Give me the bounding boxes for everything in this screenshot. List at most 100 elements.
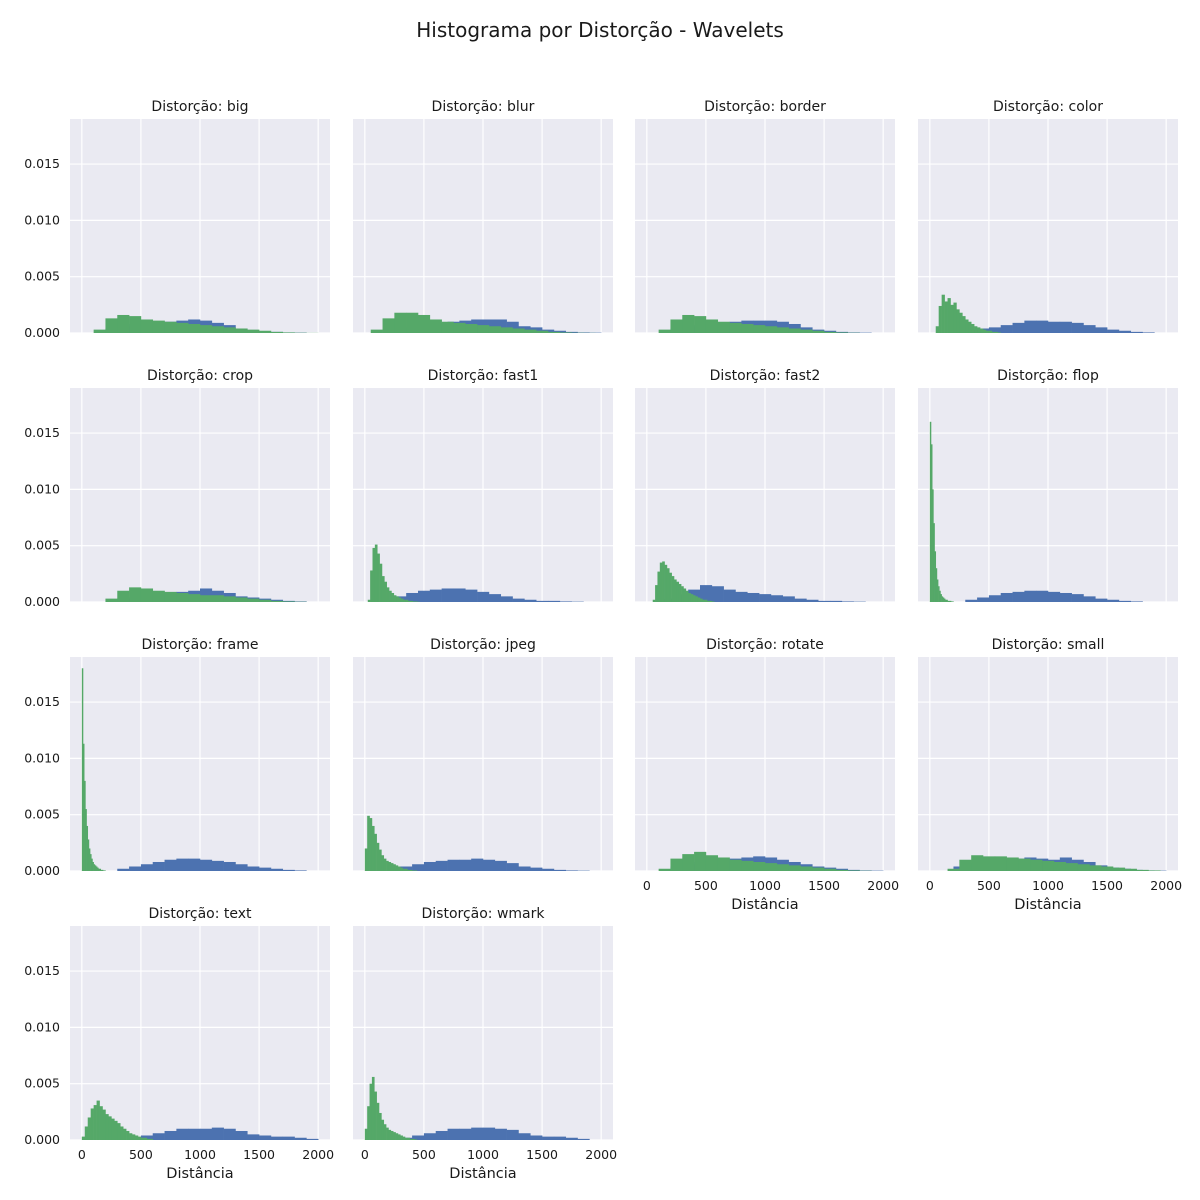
histogram-bar-green — [705, 855, 719, 871]
histogram-bar-green — [536, 330, 549, 333]
histogram-bar-green — [96, 866, 98, 871]
x-axis-label: Distância — [1014, 897, 1081, 913]
histogram-bar-green — [235, 328, 248, 333]
histogram-bar-green — [936, 579, 939, 602]
histogram-bar-green — [123, 1128, 127, 1140]
histogram-bar-green — [247, 598, 260, 602]
histogram-bar-green — [164, 321, 177, 333]
histogram-bar-green — [369, 1083, 373, 1140]
histogram-bar-green — [705, 319, 719, 333]
histogram-bar-green — [99, 1106, 103, 1140]
histogram-bar-blue — [412, 864, 425, 871]
histogram-bar-green — [674, 579, 677, 602]
histogram-bar-blue — [441, 588, 454, 602]
histogram-bar-green — [259, 330, 272, 333]
histogram-bar-green — [87, 1117, 91, 1140]
x-tick-label: 1000 — [184, 1147, 216, 1162]
histogram-bar-blue — [270, 1136, 284, 1140]
histogram-bar-green — [140, 588, 154, 602]
histogram-bar-green — [96, 1100, 100, 1140]
histogram-bar-green — [812, 330, 825, 333]
histogram-bar-green — [835, 332, 849, 333]
histogram-bar-blue — [1142, 332, 1155, 333]
histogram-bar-blue — [423, 861, 437, 871]
subplot-6: Distorção: fast2 — [635, 368, 895, 603]
x-tick-label: 1000 — [1032, 878, 1064, 893]
histogram-bar-green — [1006, 857, 1019, 871]
histogram-bar-green — [655, 585, 658, 602]
histogram-bar-green — [200, 595, 213, 602]
histogram-bar-green — [98, 868, 100, 871]
histogram-bar-green — [409, 869, 413, 871]
histogram-bar-green — [800, 329, 813, 333]
histogram-bar-green — [402, 868, 406, 871]
series-green — [658, 314, 860, 333]
histogram-bar-green — [367, 815, 370, 871]
x-tick-label: 1000 — [749, 878, 781, 893]
histogram-bar-green — [120, 1126, 124, 1140]
histogram-bar-green — [659, 562, 663, 602]
histogram-bar-blue — [435, 1130, 448, 1140]
histogram-bar-green — [938, 586, 940, 602]
histogram-bar-green — [1030, 859, 1043, 871]
histogram-bar-green — [662, 561, 665, 602]
histogram-bar-green — [1042, 860, 1055, 871]
histogram-bar-green — [97, 867, 99, 871]
histogram-bar-green — [941, 294, 945, 333]
histogram-bar-green — [393, 595, 397, 602]
histogram-bar-green — [835, 869, 849, 871]
histogram-bar-blue — [270, 868, 284, 871]
histogram-bar-green — [935, 568, 938, 602]
histogram-bar-green — [788, 328, 801, 333]
histogram-bar-green — [223, 596, 236, 602]
histogram-bar-green — [381, 1119, 385, 1140]
y-tick-label: 0.005 — [24, 538, 60, 553]
histogram-bar-green — [282, 332, 295, 333]
series-green — [81, 668, 106, 871]
histogram-bar-blue — [512, 598, 525, 602]
histogram-bar-green — [1136, 869, 1149, 871]
histogram-bar-blue — [830, 600, 843, 602]
histogram-bar-green — [671, 576, 675, 602]
y-tick-label: 0.005 — [24, 269, 60, 284]
histogram-bar-green — [695, 596, 698, 602]
histogram-bar-blue — [1024, 590, 1037, 602]
histogram-bar-green — [415, 601, 418, 602]
histogram-bar-blue — [542, 868, 555, 871]
histogram-bar-green — [129, 587, 142, 602]
histogram-bar-blue — [577, 332, 590, 333]
histogram-bar-green — [93, 1105, 97, 1140]
y-tick-label: 0.000 — [24, 1132, 60, 1147]
x-tick-label: 2000 — [1150, 878, 1182, 893]
histogram-bar-green — [376, 842, 380, 871]
histogram-bar-blue — [294, 870, 307, 871]
subplot-title: Distorção: border — [704, 99, 826, 115]
histogram-bar-blue — [223, 861, 236, 871]
histogram-bar-green — [259, 599, 272, 602]
histogram-bar-blue — [447, 1128, 460, 1140]
histogram-bar-green — [108, 1116, 112, 1140]
histogram-bar-green — [932, 489, 934, 602]
histogram-bar-green — [282, 601, 295, 602]
histogram-bar-blue — [129, 866, 142, 871]
x-axis-label: Distância — [449, 1166, 516, 1182]
histogram-bar-green — [688, 592, 691, 602]
histogram-bar-green — [140, 1137, 145, 1140]
histogram-bar-green — [683, 588, 687, 602]
histogram-bar-blue — [818, 600, 831, 602]
histogram-bar-blue — [1118, 600, 1132, 602]
histogram-bar-green — [90, 854, 92, 871]
histogram-bar-green — [407, 1137, 411, 1140]
histogram-bar-blue — [247, 1134, 260, 1140]
histogram-bar-blue — [1048, 321, 1061, 333]
histogram-bar-green — [949, 600, 952, 602]
histogram-bar-green — [374, 544, 378, 602]
x-tick-label: 1500 — [1091, 878, 1123, 893]
histogram-bar-green — [394, 312, 407, 333]
series-green — [935, 294, 1002, 333]
histogram-bar-blue — [453, 588, 466, 602]
histogram-bar-green — [390, 863, 394, 871]
histogram-bar-green — [370, 329, 383, 333]
subplot-7: Distorção: flop — [918, 368, 1178, 603]
